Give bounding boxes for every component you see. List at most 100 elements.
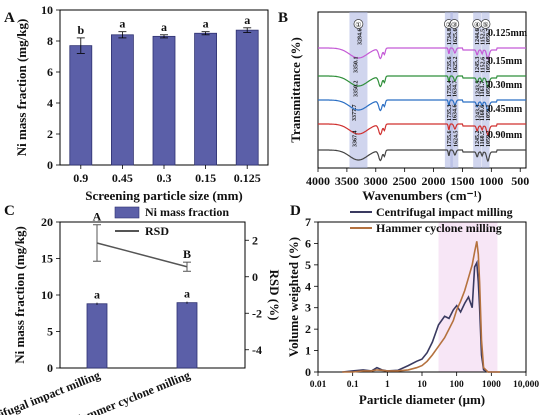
peak-label: 1634.7	[453, 81, 459, 98]
x-tick-label: 3500	[335, 174, 359, 188]
band-marker: ④	[474, 21, 480, 29]
x-tick-label: 3000	[364, 174, 388, 188]
peak-label: 1243.3	[475, 105, 481, 122]
band-marker-circle	[449, 19, 460, 29]
band-marker: ⑤	[482, 21, 488, 29]
rsd-significance-letter: A	[93, 210, 102, 224]
legend-swatch-bar	[114, 206, 140, 219]
peak-label: 1735.6	[447, 57, 453, 74]
x-tick-label: 0.15	[195, 171, 216, 185]
series-label: 0.30mm	[488, 80, 523, 91]
y-tick-label: 3	[305, 301, 311, 315]
x-tick-label: 2000	[422, 174, 446, 188]
plot-frame	[317, 11, 527, 169]
peak-label: 1152.5	[481, 29, 487, 45]
peak-label: 1735.6	[447, 131, 453, 148]
peak-label: 1059.8	[486, 57, 492, 74]
panel-label-c: C	[4, 203, 15, 219]
peak-label: 1625.2	[453, 57, 459, 74]
y-tick-label: 10	[41, 288, 53, 302]
spectrum-line	[318, 75, 526, 89]
peak-label: 1625.6	[453, 29, 459, 46]
peak-label: 1152.6	[481, 57, 487, 73]
peak-label: 1059.2	[486, 131, 492, 148]
peak-label: 1160.6	[480, 105, 486, 121]
legend-label: Ni mass fraction	[145, 205, 229, 219]
band-highlight	[444, 12, 453, 168]
y-tick-label: 4	[47, 96, 53, 110]
peak-label: 1059.4	[486, 81, 492, 98]
y2-tick-label: -4	[252, 343, 262, 357]
peak-label: 1244.6	[475, 29, 481, 46]
x-tick-label: 10,000	[513, 380, 539, 390]
peak-label: 1161.7	[480, 81, 486, 97]
x-axis-label: Particle diameter (μm)	[359, 392, 485, 407]
significance-letter: a	[203, 17, 209, 31]
chart-b: 4000 3500 3000 2500 2000 1500 1000 500 0.125mm 0.…	[288, 11, 529, 203]
y-tick-label: 0	[305, 365, 311, 379]
peak-label: 1735.4	[447, 81, 453, 98]
panel-label-d: D	[290, 203, 301, 219]
rsd-line	[96, 242, 188, 268]
legend-label: RSD	[145, 224, 169, 238]
y-tick-label: 7	[305, 215, 311, 229]
x-tick-label: 0.01	[310, 380, 327, 390]
peak-label: 1160.5	[480, 131, 486, 147]
x-axis-label: Wavenumbers (cm⁻¹)	[362, 188, 481, 203]
significance-letter: b	[77, 23, 84, 37]
peak-label: 1245.3	[475, 57, 481, 74]
x-tick-label: 0.45	[112, 171, 133, 185]
series-label: 0.45mm	[488, 104, 523, 115]
x-tick-label: 2500	[393, 174, 417, 188]
y2-tick-label: 2	[252, 233, 258, 247]
x-tick-label: 0.1	[347, 380, 359, 390]
spectrum-line	[318, 149, 526, 163]
peak-label: 3284.6	[357, 29, 363, 46]
significance-letter: a	[119, 17, 125, 31]
y-tick-label: 4	[305, 279, 311, 293]
chart-d: 0 1 2 3 4 5 6 7 0.01 0.1 1 10 100 1000 10,000 Centrifug…	[286, 205, 539, 407]
y-tick-label: 6	[47, 65, 53, 79]
y-tick-label: 5	[47, 325, 53, 339]
peak-label: 1243.5	[475, 81, 481, 98]
y-tick-label: 20	[41, 215, 53, 229]
rsd-significance-letter: B	[183, 247, 191, 261]
legend-label: Centrifugal impact milling	[376, 205, 513, 219]
panel-label-a: A	[4, 10, 15, 26]
x-tick-label: 1	[385, 380, 390, 390]
x-tick-label: 1500	[450, 174, 474, 188]
series-label: 0.125mm	[488, 28, 528, 39]
peak-label: 3367.4	[353, 131, 359, 148]
band-marker-circle	[480, 19, 491, 29]
peak-label: 1735.3	[447, 105, 453, 122]
bar	[152, 35, 176, 166]
band-marker: ②	[446, 21, 452, 29]
band-marker: ③	[451, 21, 457, 29]
significance-letter: a	[161, 20, 167, 34]
band-marker-circle	[353, 19, 364, 29]
x-tick-label: 100	[450, 380, 465, 390]
y-tick-label: 5	[305, 258, 311, 272]
spectrum-line	[318, 47, 526, 61]
x-tick-label: 0.9	[73, 171, 88, 185]
bar	[176, 302, 198, 369]
y-tick-label: 8	[47, 34, 53, 48]
bar	[111, 34, 134, 166]
peak-label: 1245.2	[475, 131, 481, 148]
bar	[194, 32, 218, 166]
y-tick-label: 0	[47, 361, 53, 375]
bar	[235, 29, 259, 166]
peak-label: 1734.8	[447, 29, 453, 46]
significance-letter: a	[244, 13, 250, 27]
band-highlight	[473, 12, 482, 168]
spectrum-line	[318, 99, 526, 113]
significance-letter: a	[184, 287, 190, 301]
peak-label: 3350.1	[354, 57, 360, 74]
distribution-line	[342, 241, 501, 373]
peak-label: 1634.6	[453, 105, 459, 122]
y2-tick-label: 0	[252, 270, 258, 284]
peak-label: 1059.1	[486, 105, 492, 122]
chart-a: 0 2 4 6 8 10 b 0.9 a 0.45 a 0.3 a 0.15 a 0.125 Screening…	[14, 3, 269, 203]
x-tick-label: 10	[417, 380, 427, 390]
